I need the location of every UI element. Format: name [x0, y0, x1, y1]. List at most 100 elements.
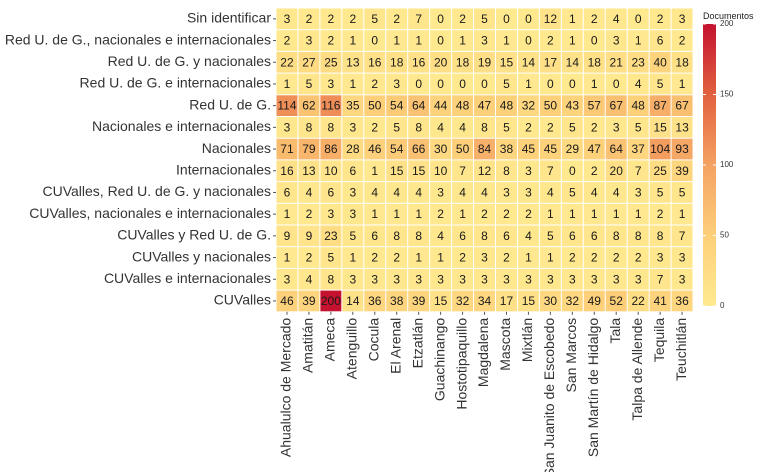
cell-value: 3	[679, 12, 686, 26]
heatmap-cell	[474, 73, 495, 95]
heatmap-cell	[364, 51, 386, 73]
heatmap-cell	[408, 30, 430, 51]
heatmap-cell	[627, 73, 649, 95]
heatmap-cell	[364, 8, 386, 30]
cell-value: 47	[478, 99, 492, 113]
cell-value: 14	[346, 294, 360, 308]
heatmap-cell	[605, 73, 627, 95]
cell-value: 39	[412, 294, 426, 308]
row-label: Red U. de G. e internacionales	[80, 75, 271, 91]
heatmap-cell	[605, 117, 627, 138]
cell-value: 49	[588, 294, 602, 308]
heatmap-cell	[276, 30, 298, 51]
heatmap-cell	[276, 138, 298, 160]
cell-value: 3	[284, 272, 291, 286]
cell-value: 1	[437, 251, 444, 265]
heatmap-cell	[364, 268, 386, 290]
column-label: Etzatlán	[409, 318, 425, 369]
cell-value: 3	[591, 272, 598, 286]
column-label: Magdalena	[475, 318, 491, 387]
heatmap-cell	[298, 290, 320, 312]
cell-value: 2	[613, 251, 620, 265]
cell-value: 12	[478, 164, 492, 178]
heatmap-cell	[452, 30, 474, 51]
heatmap-cell	[408, 51, 430, 73]
cell-value: 15	[434, 294, 448, 308]
cell-value: 5	[569, 185, 576, 199]
cell-value: 1	[371, 164, 378, 178]
heatmap-cell	[430, 138, 452, 160]
cell-value: 2	[591, 120, 598, 134]
cell-value: 1	[371, 207, 378, 221]
heatmap-cell	[605, 203, 627, 225]
row-label: Red U. de G., nacionales e internacional…	[5, 31, 271, 47]
heatmap-cell	[649, 95, 671, 116]
heatmap-cell	[474, 51, 495, 73]
cell-value: 7	[679, 229, 686, 243]
legend-tick-label: 200	[720, 19, 734, 28]
heatmap-cell	[386, 203, 408, 225]
heatmap-cell	[561, 203, 583, 225]
row-label: Red U. de G. y nacionales	[108, 53, 271, 69]
cell-value: 39	[302, 294, 316, 308]
cell-value: 3	[525, 272, 532, 286]
cell-value: 12	[544, 12, 558, 26]
heatmap-cell	[583, 290, 605, 312]
heatmap-cell	[605, 95, 627, 116]
heatmap-cell	[671, 117, 693, 138]
cell-value: 21	[610, 55, 624, 69]
cell-value: 1	[415, 34, 422, 48]
row-label: CUValles e internacionales	[104, 270, 271, 286]
cell-value: 2	[569, 251, 576, 265]
cell-value: 23	[631, 55, 645, 69]
heatmap-cell	[276, 182, 298, 203]
heatmap-cell	[474, 268, 495, 290]
heatmap-cell	[539, 95, 561, 116]
cell-value: 64	[610, 142, 624, 156]
cell-value: 0	[635, 12, 642, 26]
cell-value: 14	[566, 55, 580, 69]
heatmap-cell	[408, 247, 430, 268]
heatmap-cell	[386, 247, 408, 268]
heatmap-cell	[408, 182, 430, 203]
heatmap-cell	[452, 95, 474, 116]
cell-value: 3	[393, 77, 400, 91]
cell-value: 3	[328, 207, 335, 221]
heatmap-cell	[452, 73, 474, 95]
cell-value: 4	[437, 229, 444, 243]
cell-value: 0	[569, 77, 576, 91]
cell-value: 6	[569, 229, 576, 243]
cell-value: 8	[481, 120, 488, 134]
cell-value: 2	[393, 12, 400, 26]
column-label: Hostotipaquillo	[453, 318, 469, 410]
heatmap-cell	[386, 30, 408, 51]
heatmap-cell	[342, 73, 364, 95]
heatmap-cell	[298, 138, 320, 160]
heatmap-cell	[342, 290, 364, 312]
heatmap-cell	[605, 225, 627, 247]
heatmap-cell	[320, 73, 342, 95]
cell-value: 1	[393, 34, 400, 48]
heatmap-cell	[474, 182, 495, 203]
heatmap-cell	[605, 138, 627, 160]
cell-value: 5	[503, 77, 510, 91]
heatmap-cell	[474, 30, 495, 51]
legend-tick-label: 0	[720, 301, 725, 310]
cell-value: 3	[613, 272, 620, 286]
heatmap-cell	[364, 160, 386, 182]
heatmap-cell	[605, 51, 627, 73]
cell-value: 6	[459, 229, 466, 243]
cell-value: 7	[657, 272, 664, 286]
heatmap-cell	[605, 290, 627, 312]
heatmap-cell	[342, 182, 364, 203]
row-label: Internacionales	[176, 161, 271, 177]
heatmap-cell	[539, 247, 561, 268]
heatmap-cell	[320, 225, 342, 247]
cell-value: 2	[306, 12, 313, 26]
cell-value: 8	[415, 229, 422, 243]
cell-value: 32	[522, 99, 536, 113]
cell-value: 34	[478, 294, 492, 308]
heatmap-cell	[496, 73, 517, 95]
cell-value: 13	[302, 164, 316, 178]
cell-value: 67	[675, 99, 689, 113]
